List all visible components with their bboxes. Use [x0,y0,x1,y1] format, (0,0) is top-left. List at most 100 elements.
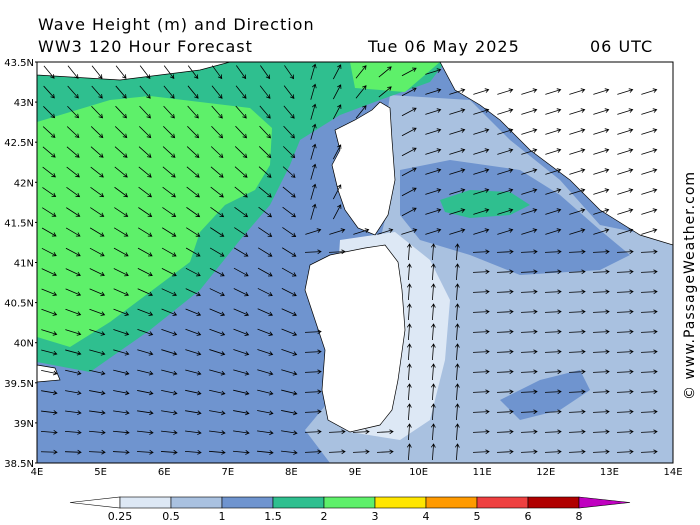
arrow [65,247,81,257]
arrow [544,309,562,315]
arrow [472,349,490,355]
arrow [64,429,82,435]
arrow [232,450,250,455]
arrow [449,208,466,215]
arrow [42,126,56,138]
arrow [67,65,79,79]
arrow [545,108,562,115]
arrow [112,430,130,435]
lat-label: 40.5N [4,299,34,310]
lon-label: 4E [31,467,44,478]
arrow [355,105,367,119]
legend-swatch [527,496,580,509]
arrow [137,390,154,396]
arrow [593,188,610,195]
arrow [258,146,272,159]
arrow [65,349,82,356]
arrow [520,369,538,375]
arrow [568,309,586,315]
arrow [569,228,586,235]
date: Tue 06 May 2025 [367,37,520,56]
arrow [401,207,417,217]
legend-label: 0.25 [108,510,133,523]
arrow [235,125,248,139]
arrow [162,166,176,178]
arrow [473,128,490,135]
arrow [496,249,514,255]
arrow [257,328,274,336]
arrow [545,168,562,175]
arrow [66,207,81,217]
arrow [449,228,466,235]
land [37,62,673,246]
arrow [161,247,177,257]
arrow [139,65,151,79]
arrow [568,349,586,355]
lon-label: 14E [663,467,682,478]
arrow [430,383,436,401]
arrow [283,146,296,159]
arrow [472,429,490,435]
lon-label: 8E [285,467,298,478]
arrow [472,449,490,455]
arrow [640,349,658,355]
arrow [233,328,250,336]
arrow [185,369,202,376]
arrow [593,88,610,95]
arrow [257,369,274,376]
arrow [89,247,105,257]
arrow [186,146,200,158]
arrow [209,288,225,297]
arrow [257,349,274,356]
arrow [185,267,201,277]
arrow [454,343,460,361]
arrow [473,168,490,175]
arrow [41,227,57,237]
arrow [454,443,460,461]
arrow [401,147,417,157]
arrow [520,349,538,355]
arrow [259,85,271,99]
arrow [88,430,106,435]
arrow [233,389,250,396]
arrow [430,403,436,421]
arrow [454,383,460,401]
arrow [139,85,151,99]
arrow [89,268,105,277]
arrow [310,83,317,100]
arrow [137,410,154,416]
arrow [43,106,56,119]
arrow [616,269,634,275]
arrow [521,188,538,195]
arrow [186,166,200,178]
arrow [161,430,178,435]
arrow [259,105,271,119]
arrow [163,65,175,79]
arrow [497,108,514,115]
arrow [430,243,436,261]
arrow [521,228,538,235]
arrow [162,146,176,158]
arrow [472,249,490,255]
arrow [42,207,57,217]
arrow [138,207,153,217]
watermark: © www.PassageWeather.com [682,171,698,400]
arrow [545,228,562,235]
arrow [472,389,490,395]
arrow [406,243,412,261]
lon-label: 6E [158,467,171,478]
arrow [90,186,105,198]
arrow [569,188,586,195]
arrow [162,186,176,198]
arrow [113,349,130,356]
arrow [520,389,538,395]
arrow [593,108,610,115]
arrow [520,309,538,315]
arrow [617,148,634,155]
arrow [617,188,634,195]
arrow [89,288,106,297]
arrow [425,228,442,235]
arrow [496,409,514,415]
arrow [211,85,223,99]
arrow [233,410,250,416]
